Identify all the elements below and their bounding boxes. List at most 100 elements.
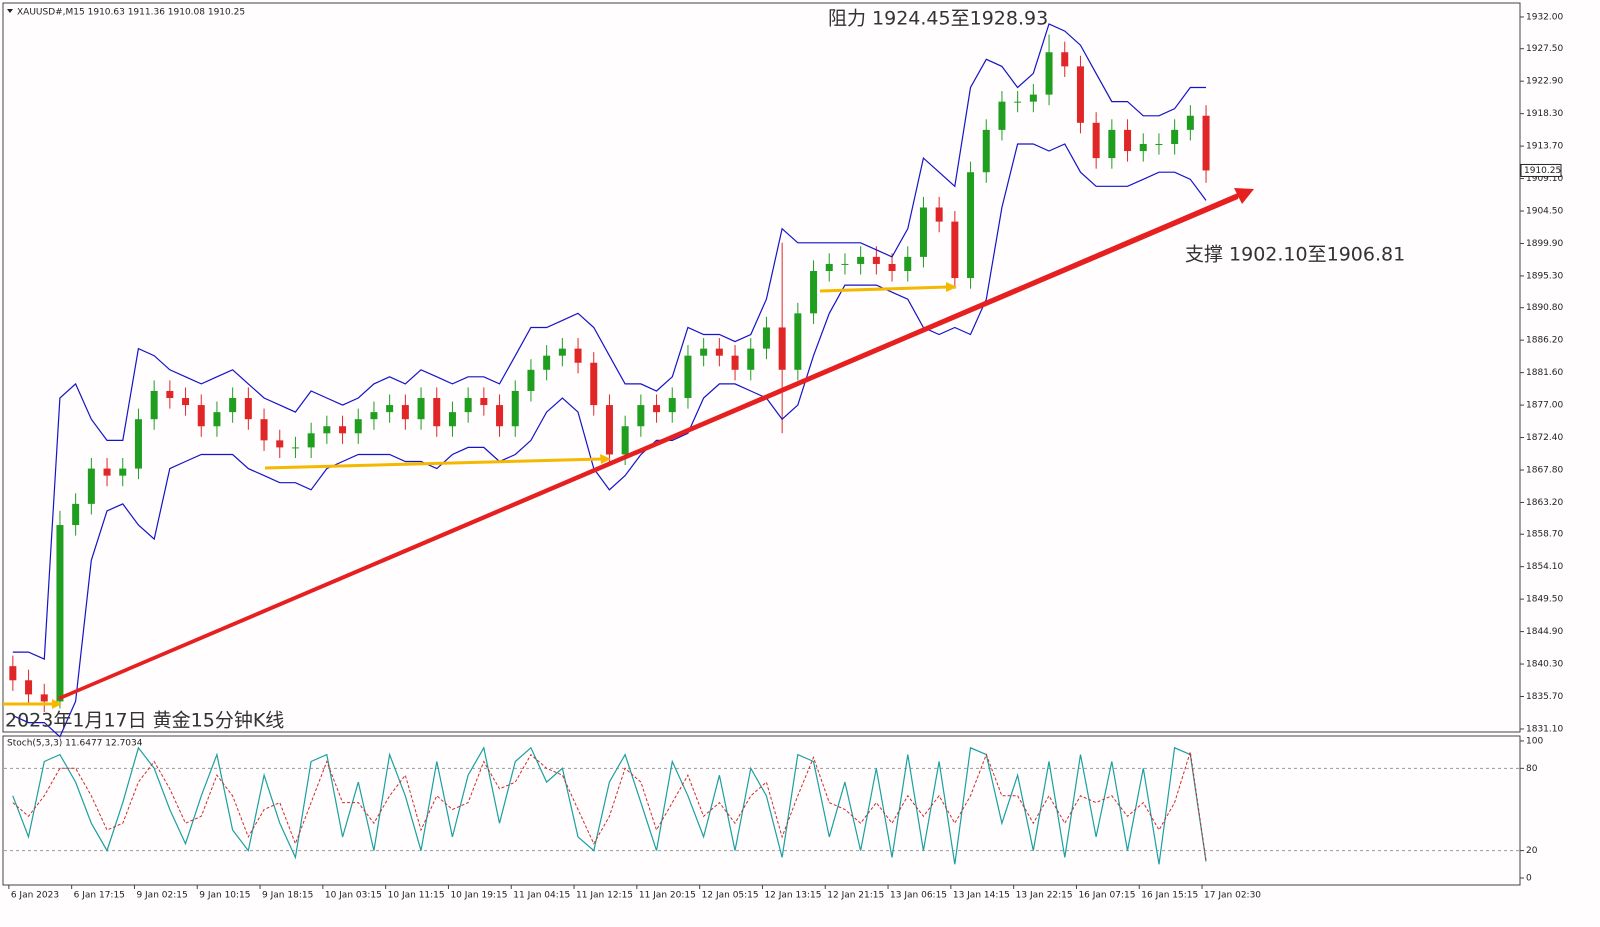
stoch-panel [2,735,1521,886]
x-tick-label: 6 Jan 2023 [11,891,59,901]
candle-body [762,327,770,349]
candle-body [747,348,755,370]
level-arrow [264,457,603,470]
candle-body [197,405,205,427]
candle-body [1076,66,1084,123]
candle-body [480,398,488,406]
x-tick-label: 16 Jan 07:15 [1078,891,1135,901]
y-tick-label: 1918.30 [1526,109,1563,119]
candle-body [448,412,456,427]
x-tick-label: 13 Jan 22:15 [1016,891,1073,901]
y-tick-label: 1899.90 [1526,239,1563,249]
candle-body [1014,101,1022,103]
candle-body [621,426,629,455]
candle-body [590,362,598,406]
x-tick-label: 12 Jan 13:15 [764,891,821,901]
candle-body [9,666,17,681]
candle-body [998,101,1006,130]
x-tick-label: 10 Jan 19:15 [450,891,507,901]
trend-arrowhead [1234,188,1254,204]
candle-body [323,426,331,434]
x-tick-label: 9 Jan 18:15 [262,891,313,901]
candle-body [951,221,959,279]
candle-body [810,271,818,314]
series-line [12,23,1206,660]
x-tick-label: 17 Jan 02:30 [1204,891,1261,901]
series-line [12,143,1207,738]
x-tick-label: 12 Jan 05:15 [702,891,759,901]
candle-body [56,525,64,702]
candle-body [715,348,723,356]
candle-body [25,680,33,695]
y-tick-label: 1835.70 [1526,692,1563,702]
candle-body [40,694,48,702]
indicator-header: Stoch(5,3,3) 11.6477 12.7034 [7,739,143,749]
candle-body [543,355,551,370]
y-tick-label: 1904.50 [1526,207,1563,217]
main-panel [2,2,1521,733]
candle-body [794,313,802,370]
candle-body [354,419,362,434]
candle-body [213,412,221,427]
y-tick-label: 1872.40 [1526,433,1563,443]
candle-body [1045,52,1053,95]
candle-body [1061,52,1069,67]
x-tick-label: 11 Jan 04:15 [513,891,570,901]
candle-body [1171,129,1179,144]
candle-body [967,172,975,279]
y-tick-label: 1877.00 [1526,401,1563,411]
y-tick-label: 1867.80 [1526,465,1563,475]
candle-body [668,398,676,413]
candle-body [731,355,739,370]
candle-body [574,348,582,363]
candle-body [558,348,566,356]
candle-body [260,419,268,441]
x-tick-label: 6 Jan 17:15 [74,891,125,901]
candle-body [857,256,865,264]
candle-body [244,398,252,420]
plot-layers: 1932.00 1927.50 1922.90 1918.30 1913.70 1909.… [4,12,1563,901]
candle-body [291,447,299,449]
y-tick-label: 0 [1526,874,1532,884]
y-tick-label: 1844.90 [1526,627,1563,637]
candle-body [401,405,409,420]
candle-body [700,348,708,356]
candle-body [276,440,284,448]
candle-body [1092,122,1100,159]
x-tick-label: 10 Jan 03:15 [325,891,382,901]
level-arrowhead [946,282,957,292]
y-tick-label: 1909.10 [1526,174,1563,184]
y-tick-label: 1881.60 [1526,368,1563,378]
candle-body [182,398,190,406]
x-tick-label: 16 Jan 15:15 [1141,891,1198,901]
candle-body [1029,94,1037,102]
level-arrowhead [52,699,62,709]
y-tick-label: 1831.10 [1526,724,1563,734]
candle-body [527,369,535,391]
candle-body [433,398,441,427]
candle-body [982,129,990,173]
candle-body [684,355,692,399]
candle-body [904,256,912,272]
x-tick-label: 9 Jan 10:15 [199,891,250,901]
candle-body [370,412,378,420]
x-tick-label: 11 Jan 12:15 [576,891,633,901]
support-note: 支撑 1902.10至1906.81 [1185,244,1405,266]
candle-body [464,398,472,413]
y-tick-label: 1849.50 [1526,595,1563,605]
candle-body [825,263,833,272]
candle-body [935,207,943,222]
candle-body [229,398,237,413]
series-line [12,751,1207,861]
candle-body [307,433,315,448]
y-tick-label: 1932.00 [1526,12,1563,22]
candle-body [1108,129,1116,159]
candle-body [637,405,645,427]
candle-body [134,419,142,469]
candle-body [1202,115,1210,171]
y-tick-label: 1854.10 [1526,562,1563,572]
candle-body [150,390,158,420]
chart-caption: 2023年1月17日 黄金15分钟K线 [5,710,284,732]
